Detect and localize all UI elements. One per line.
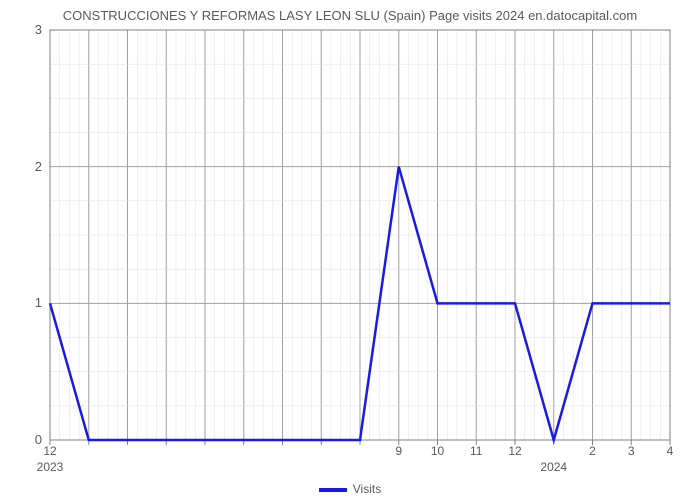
legend: Visits [0,482,700,496]
x-tick-label: 12 [508,444,521,458]
x-tick-label: 2 [589,444,596,458]
x-tick-label: 12 [43,444,56,458]
chart-area [50,30,670,440]
x-year-label: 2023 [37,460,64,474]
y-tick-label: 0 [12,432,42,447]
y-tick-label: 3 [12,22,42,37]
legend-label: Visits [353,482,381,496]
x-tick-label: 9 [395,444,402,458]
x-year-label: 2024 [540,460,567,474]
x-tick-label: 11 [470,444,482,458]
chart-plot [50,30,670,440]
y-tick-label: 2 [12,159,42,174]
x-tick-label: 4 [667,444,674,458]
x-tick-label: 10 [431,444,444,458]
chart-title: CONSTRUCCIONES Y REFORMAS LASY LEON SLU … [0,8,700,23]
y-tick-label: 1 [12,295,42,310]
x-tick-label: 3 [628,444,635,458]
legend-swatch [319,488,347,492]
